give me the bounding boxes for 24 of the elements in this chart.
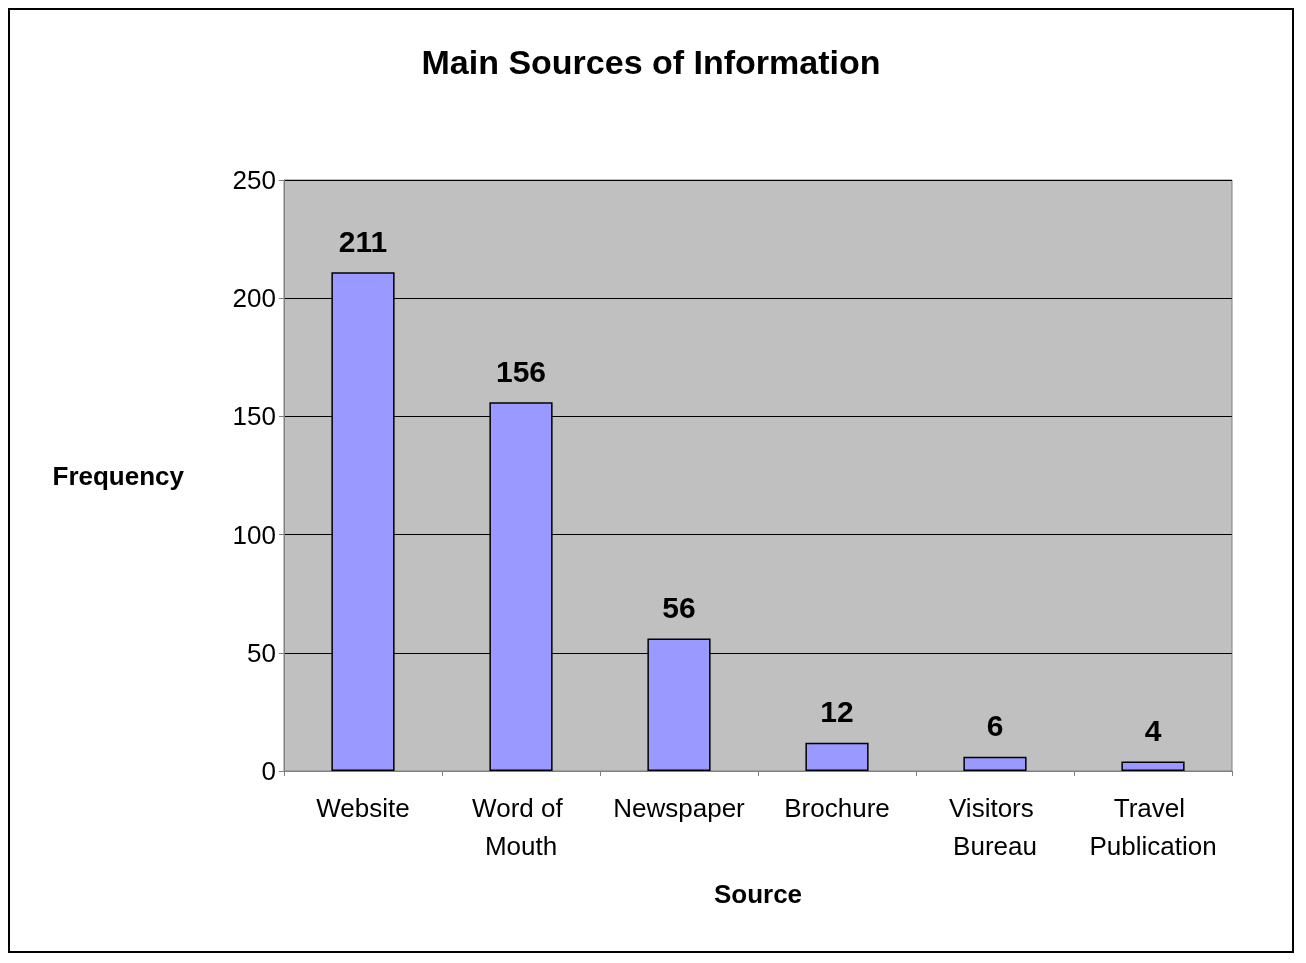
x-tick-label: Travel Publication <box>1089 793 1217 861</box>
y-tick-label: 250 <box>232 165 276 195</box>
x-tick-label: Website <box>316 793 410 823</box>
data-label: 12 <box>820 695 854 729</box>
x-tick-label: Newspaper <box>613 793 746 823</box>
y-tick-label: 50 <box>247 637 276 668</box>
bar <box>1121 761 1185 771</box>
y-tick-label: 150 <box>232 401 276 432</box>
y-tick-label: 100 <box>232 519 276 550</box>
x-tick-label: Brochure <box>784 793 890 823</box>
data-label: 6 <box>986 709 1004 743</box>
data-label: 211 <box>338 224 388 258</box>
data-label: 156 <box>495 354 547 388</box>
x-tick-label: Visitors Bureau <box>949 793 1041 861</box>
bar <box>805 742 869 771</box>
y-tick-label: 200 <box>232 283 276 314</box>
y-tick-label: 0 <box>261 756 276 786</box>
bar <box>963 756 1027 771</box>
x-tick-label: Word of Mouth <box>472 793 570 861</box>
y-axis-title: Frequency <box>52 460 185 491</box>
data-label: 4 <box>1144 714 1162 748</box>
chart-title: Main Sources of Information <box>421 43 881 81</box>
x-axis-title: Source <box>713 879 803 909</box>
data-label: 56 <box>662 591 696 625</box>
